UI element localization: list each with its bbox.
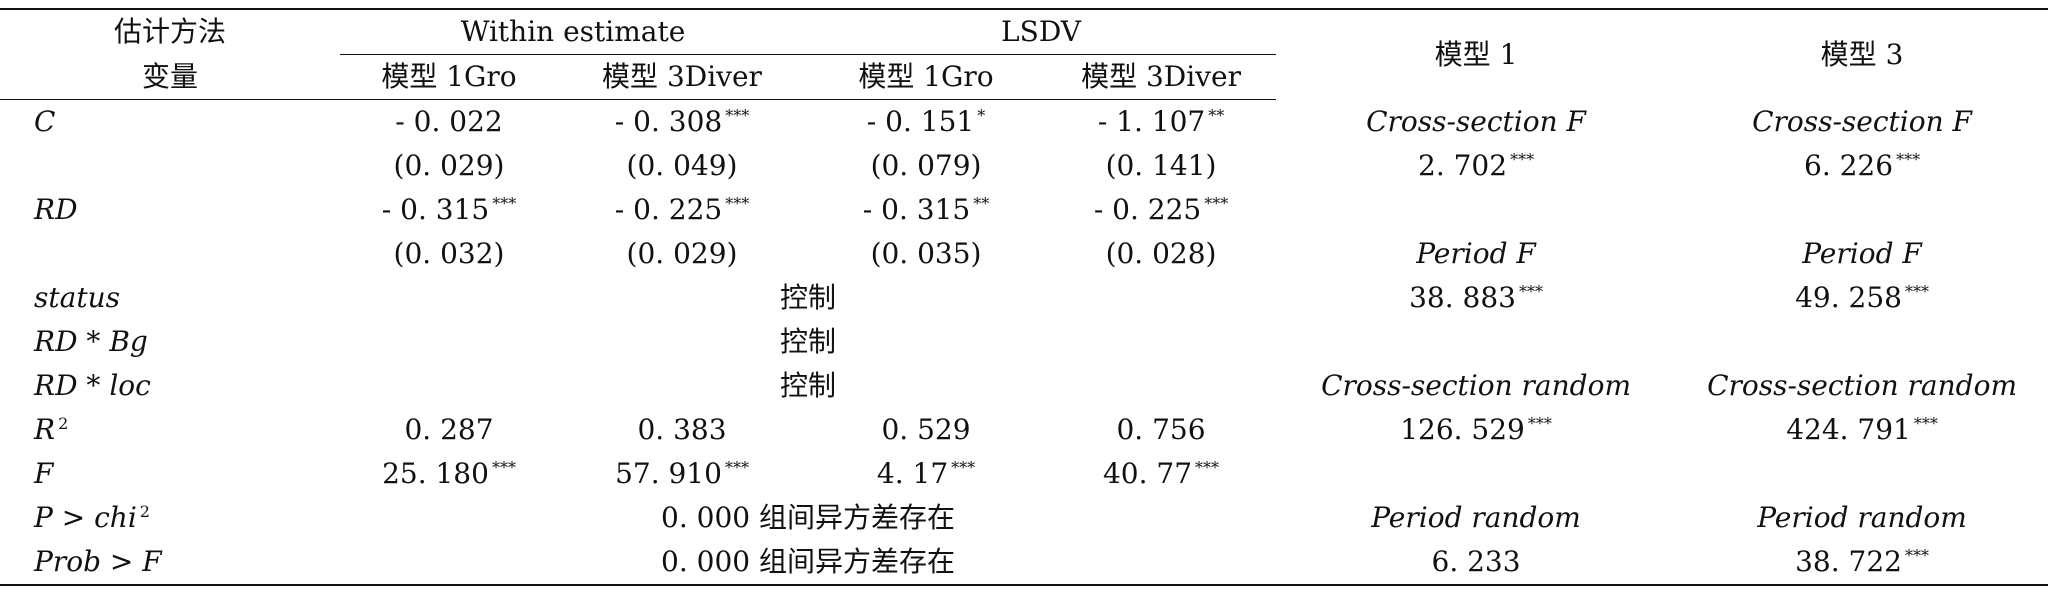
value-cell: (0. 035) [870,237,982,270]
lsdv-header: LSDV [806,9,1277,55]
row-label: Prob > F [0,540,340,586]
control-cell: 控制 [780,325,837,358]
within-estimate-header: Within estimate [340,9,807,55]
model1-cell: 6. 233 [1276,540,1677,586]
results-table: 估计方法 Within estimate LSDV 模型 1 模型 3 变量 模… [0,8,2048,586]
row-label: F [34,457,54,490]
value-cell: (0. 029) [626,237,738,270]
model3-cell: Cross-section F [1752,104,1972,138]
test-result-cell: 0. 000 组间异方差存在 [661,501,955,534]
row-label: status [34,281,120,314]
lsdv-model1-header: 模型 1Gro [806,54,1047,100]
value-cell: (0. 029) [393,149,505,182]
value-cell: 0. 287 [404,413,494,446]
model1-cell: 2. 702 *** [1418,149,1535,182]
model3-cell [1676,452,2048,496]
value-cell: - 0. 308 *** [614,105,750,138]
value-cell: - 0. 225 *** [1093,193,1229,226]
model1-cell [1276,320,1676,364]
table-row: C - 0. 022 - 0. 308 *** - 0. 151 * - 1. 107 ** C… [0,100,2048,145]
value-cell: (0. 028) [1105,237,1217,270]
row-label: P > chi 2 [34,501,150,534]
value-cell: (0. 032) [393,237,505,270]
value-cell: 0. 756 [1116,413,1206,446]
model3-cell [1676,320,2048,364]
model1-cell [1276,188,1676,232]
value-cell: - 1. 107 ** [1097,105,1225,138]
model3-header: 模型 3 [1820,37,1904,71]
table-row: status 控制 38. 883 *** 49. 258 *** [0,276,2048,320]
model3-cell: 424. 791 *** [1786,413,1938,446]
model1-header: 模型 1 [1434,37,1518,71]
model3-cell: Period random [1757,501,1967,534]
value-cell: (0. 079) [870,149,982,182]
row-label: RD * loc [34,369,151,402]
variable-header: 变量 [0,54,340,100]
value-cell: - 0. 022 [395,105,503,138]
value-cell: 57. 910 *** [615,457,749,490]
table-row: R 2 0. 287 0. 383 0. 529 0. 756 126. 529 *** 424… [0,408,2048,452]
value-cell: - 0. 225 *** [614,193,750,226]
table-row: (0. 029) (0. 049) (0. 079) (0. 141) 2. 702 **… [0,144,2048,188]
lsdv-model3-header: 模型 3Diver [1046,54,1277,100]
row-label [0,232,340,276]
model1-cell: 38. 883 *** [1409,281,1543,314]
within-model3-header: 模型 3Diver [558,54,807,100]
table-row: F 25. 180 *** 57. 910 *** 4. 17 *** 40. 77 *** [0,452,2048,496]
value-cell: - 0. 151 * [866,105,986,138]
value-cell: 25. 180 *** [382,457,516,490]
value-cell: - 0. 315 *** [381,193,517,226]
table-row: RD - 0. 315 *** - 0. 225 *** - 0. 315 ** - 0. 2… [0,188,2048,232]
model3-cell: Period F [1802,237,1922,270]
table-body: C - 0. 022 - 0. 308 *** - 0. 151 * - 1. 107 ** C… [0,100,2048,586]
control-cell: 控制 [780,369,837,402]
model3-cell: 6. 226 *** [1804,149,1921,182]
row-label: RD [34,193,78,226]
value-cell: 0. 383 [637,413,727,446]
model1-cell: Period F [1416,237,1536,270]
table-row: (0. 032) (0. 029) (0. 035) (0. 028) Period F… [0,232,2048,276]
value-cell: 0. 529 [881,413,971,446]
model1-cell: 126. 529 *** [1400,413,1552,446]
value-cell: 40. 77 *** [1102,457,1220,490]
model1-cell: Cross-section random [1321,369,1631,402]
value-cell: 4. 17 *** [876,457,976,490]
model3-cell [1676,188,2048,232]
model1-cell [1276,452,1676,496]
model3-cell: Cross-section random [1707,369,2017,402]
row-label: C [34,105,56,138]
value-cell: (0. 049) [626,149,738,182]
method-header: 估计方法 [113,15,226,49]
model1-cell: Period random [1371,501,1581,534]
control-cell: 控制 [780,281,837,314]
model3-cell: 49. 258 *** [1795,281,1929,314]
test-result-cell: 0. 000 组间异方差存在 [340,540,1277,586]
table-row: RD * loc 控制 Cross-section random Cross-sect… [0,364,2048,408]
model3-cell: 38. 722 *** [1676,540,2048,586]
row-label [0,144,340,188]
value-cell: - 0. 315 ** [862,193,990,226]
row-label: RD * Bg [34,325,148,358]
table-row: P > chi 2 0. 000 组间异方差存在 Period random Perio… [0,496,2048,540]
model1-cell: Cross-section F [1366,104,1586,138]
value-cell: (0. 141) [1105,149,1217,182]
within-model1-header: 模型 1Gro [340,54,558,100]
table-row: RD * Bg 控制 [0,320,2048,364]
table-row: Prob > F 0. 000 组间异方差存在 6. 233 38. 722 *** [0,540,2048,586]
